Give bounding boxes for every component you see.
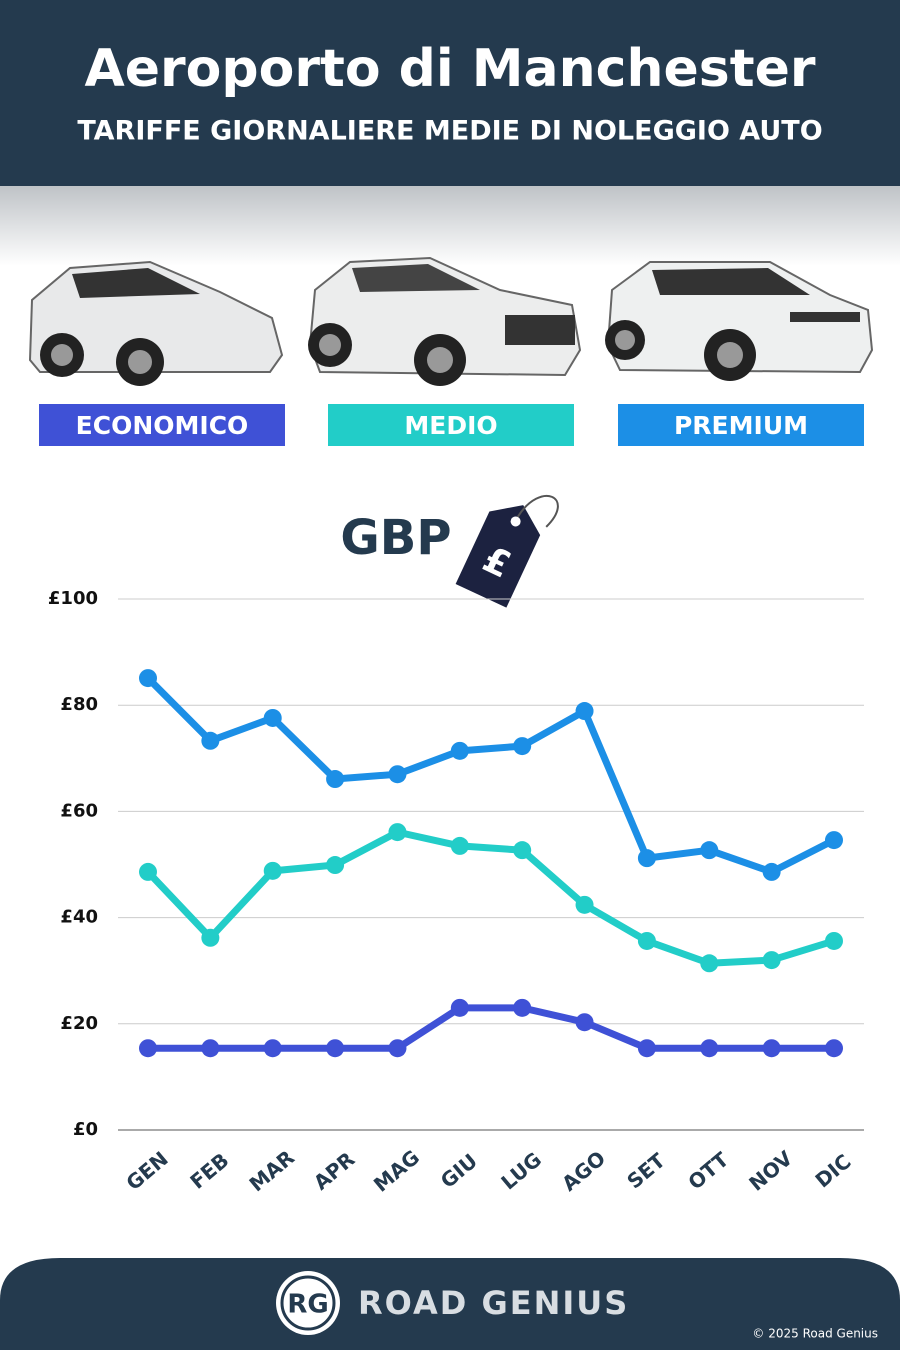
- marker: [388, 1039, 407, 1058]
- car-medio: [308, 256, 582, 386]
- x-tick-label: GEN: [121, 1147, 172, 1195]
- y-tick-label: £80: [60, 694, 98, 715]
- marker: [700, 841, 719, 860]
- marker: [139, 1039, 157, 1058]
- car-economico: [28, 260, 284, 386]
- marker: [825, 1039, 843, 1058]
- marker: [513, 998, 532, 1017]
- footer-bg: [0, 1258, 900, 1350]
- x-tick-label: APR: [309, 1147, 359, 1195]
- marker: [201, 928, 220, 947]
- x-tick-label: MAR: [245, 1145, 299, 1196]
- x-tick-label: DIC: [810, 1149, 855, 1192]
- brand: ROAD GENIUS: [358, 1284, 629, 1322]
- marker: [762, 1039, 781, 1058]
- marker: [575, 702, 594, 721]
- subtitle: TARIFFE GIORNALIERE MEDIE DI NOLEGGIO AU…: [77, 116, 822, 147]
- x-tick-label: AGO: [557, 1146, 610, 1196]
- line: [144, 1004, 838, 1052]
- y-tick-label: £40: [60, 907, 98, 928]
- y-tick-label: £20: [60, 1013, 98, 1034]
- marker: [263, 708, 282, 727]
- x-tick-label: MAG: [369, 1145, 424, 1197]
- x-tick-label: GIU: [436, 1149, 482, 1193]
- copyright: © 2025 Road Genius: [752, 1327, 878, 1341]
- marker: [450, 998, 469, 1017]
- marker: [450, 836, 469, 855]
- marker: [201, 731, 220, 750]
- logo-circle: [276, 1271, 340, 1335]
- marker: [388, 765, 407, 784]
- x-tick-label: NOV: [744, 1146, 797, 1196]
- marker: [513, 841, 532, 860]
- car-premium: [605, 261, 874, 381]
- logo-text: RG: [287, 1290, 328, 1320]
- marker: [637, 849, 656, 868]
- marker: [513, 737, 532, 756]
- header-shadow: [0, 186, 900, 266]
- marker: [263, 1039, 282, 1058]
- x-tick-label: FEB: [185, 1148, 233, 1194]
- marker: [326, 1039, 345, 1058]
- marker: [201, 1039, 220, 1058]
- title: Aeroporto di Manchester: [85, 39, 816, 99]
- y-tick-label: £0: [73, 1119, 98, 1140]
- header-bg: [0, 0, 900, 186]
- x-tick-label: SET: [622, 1148, 670, 1193]
- marker: [263, 861, 282, 880]
- line: [144, 674, 838, 876]
- legend-item: PREMIUM: [618, 404, 864, 446]
- legend-item: MEDIO: [328, 404, 574, 446]
- legend-item: ECONOMICO: [39, 404, 285, 446]
- x-tick-label: OTT: [683, 1147, 733, 1194]
- y-tick-label: £60: [60, 800, 98, 821]
- logo-ring: [280, 1275, 336, 1331]
- marker: [762, 862, 781, 881]
- marker: [326, 856, 345, 875]
- marker: [575, 1013, 594, 1032]
- marker: [700, 1039, 719, 1058]
- marker: [762, 951, 781, 970]
- marker: [825, 831, 843, 850]
- marker: [139, 862, 157, 881]
- marker: [575, 895, 594, 914]
- y-tick-label: £100: [48, 588, 98, 609]
- marker: [637, 931, 656, 950]
- price-tag: £: [455, 494, 559, 608]
- unit-label: GBP: [340, 510, 451, 566]
- marker: [825, 931, 843, 950]
- marker: [139, 669, 157, 688]
- marker: [450, 741, 469, 760]
- line: [144, 828, 838, 967]
- x-tick-label: LUG: [496, 1147, 546, 1194]
- marker: [637, 1039, 656, 1058]
- marker: [700, 954, 719, 973]
- marker: [388, 823, 407, 842]
- marker: [326, 770, 345, 789]
- plot: £0 £20 £40 £60 £80 £100 GEN FEB MAR APR MAG GIU LUG A…: [48, 588, 864, 1197]
